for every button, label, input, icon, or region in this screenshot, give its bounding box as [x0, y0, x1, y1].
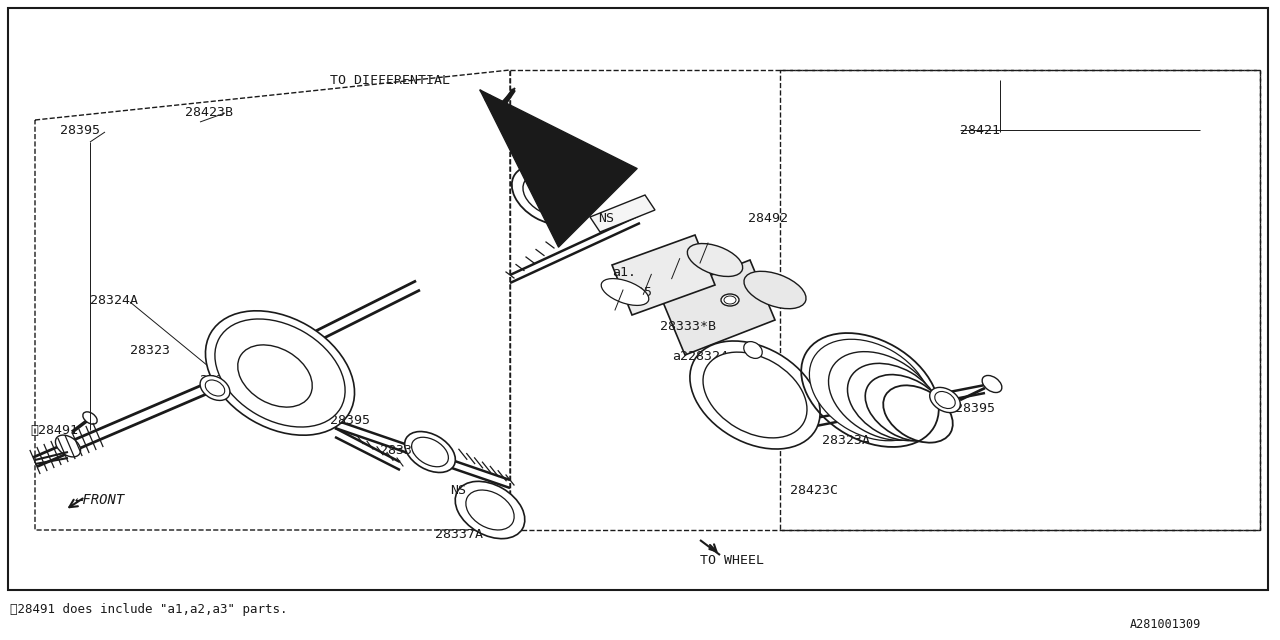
- Text: ※28491 does include "a1,a2,a3" parts.: ※28491 does include "a1,a2,a3" parts.: [10, 604, 288, 616]
- Text: ←FRONT: ←FRONT: [76, 493, 125, 507]
- Ellipse shape: [809, 339, 931, 441]
- Ellipse shape: [744, 342, 763, 358]
- Ellipse shape: [456, 481, 525, 539]
- Text: 28423B: 28423B: [186, 106, 233, 118]
- Ellipse shape: [703, 352, 806, 438]
- Ellipse shape: [83, 412, 97, 424]
- Ellipse shape: [238, 345, 312, 407]
- Text: 28335: 28335: [612, 285, 652, 298]
- Text: 28421: 28421: [960, 124, 1000, 136]
- Polygon shape: [590, 195, 655, 232]
- Polygon shape: [660, 260, 774, 355]
- Ellipse shape: [687, 244, 742, 276]
- Text: 28333*B: 28333*B: [660, 319, 716, 333]
- Ellipse shape: [55, 435, 81, 457]
- Ellipse shape: [412, 437, 448, 467]
- Ellipse shape: [466, 490, 515, 530]
- Text: 28333A: 28333A: [380, 444, 428, 456]
- Polygon shape: [612, 235, 716, 315]
- Text: TO DIFFERENTIAL: TO DIFFERENTIAL: [330, 74, 451, 86]
- Ellipse shape: [847, 364, 941, 440]
- Ellipse shape: [200, 376, 230, 401]
- Ellipse shape: [828, 351, 936, 440]
- Text: ※28491: ※28491: [29, 424, 78, 436]
- Text: TO WHEEL: TO WHEEL: [700, 554, 764, 566]
- Text: NS: NS: [598, 211, 614, 225]
- Text: 28423C: 28423C: [790, 483, 838, 497]
- Text: 28323: 28323: [131, 344, 170, 356]
- Ellipse shape: [206, 311, 355, 435]
- Ellipse shape: [690, 341, 820, 449]
- Ellipse shape: [929, 387, 960, 413]
- Text: 28337A: 28337A: [435, 529, 483, 541]
- Text: a1.: a1.: [612, 266, 636, 278]
- Ellipse shape: [865, 374, 947, 442]
- Text: 28324A: 28324A: [90, 294, 138, 307]
- Ellipse shape: [744, 271, 806, 308]
- Text: a3.28324A: a3.28324A: [850, 378, 922, 392]
- Ellipse shape: [215, 319, 346, 427]
- Text: NS: NS: [320, 383, 335, 397]
- Text: 28323A: 28323A: [822, 433, 870, 447]
- Text: A281001309: A281001309: [1130, 618, 1201, 632]
- Ellipse shape: [524, 174, 573, 216]
- Ellipse shape: [721, 294, 739, 306]
- Text: 28492: 28492: [748, 211, 788, 225]
- Ellipse shape: [883, 385, 952, 443]
- Ellipse shape: [602, 278, 649, 305]
- Text: NS: NS: [451, 483, 466, 497]
- Text: 28395: 28395: [330, 413, 370, 426]
- Ellipse shape: [404, 431, 456, 472]
- Text: 28395: 28395: [955, 401, 995, 415]
- Text: 28395: 28395: [60, 124, 100, 136]
- Text: 28324: 28324: [200, 374, 241, 387]
- Ellipse shape: [302, 403, 317, 420]
- Text: a228324: a228324: [672, 349, 728, 362]
- Ellipse shape: [512, 165, 584, 225]
- Text: 28337: 28337: [530, 141, 570, 154]
- Ellipse shape: [982, 376, 1002, 392]
